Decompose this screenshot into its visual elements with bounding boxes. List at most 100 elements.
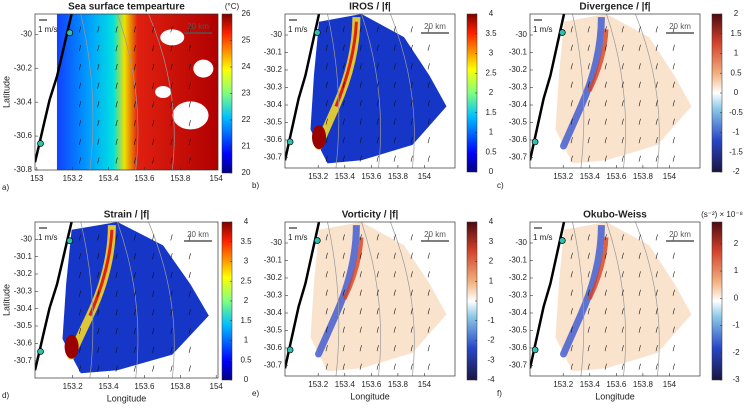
- velocity-arrow: [325, 26, 328, 33]
- y-tick-label: -30.4: [264, 308, 283, 317]
- velocity-arrow: [655, 252, 658, 259]
- velocity-arrow: [325, 234, 328, 241]
- y-tick-label: -30.1: [509, 256, 528, 265]
- velocity-arrow: [78, 253, 82, 260]
- x-tick-label: 153.4: [580, 172, 601, 181]
- colorbar: [711, 221, 723, 381]
- x-tick-label: 153.2: [308, 380, 329, 389]
- velocity-arrow: [342, 44, 345, 51]
- velocity-arrow: [97, 328, 100, 335]
- x-tick-label: 153.6: [606, 380, 627, 389]
- x-axis-label: Longitude: [350, 391, 390, 401]
- y-tick-label: -30.2: [509, 65, 528, 74]
- velocity-arrow: [359, 63, 362, 70]
- y-axis-label: Latitude: [1, 284, 11, 316]
- velocity-arrow: [97, 45, 100, 52]
- velocity-arrow: [376, 81, 379, 88]
- velocity-arrow: [152, 157, 155, 164]
- velocity-arrow: [97, 101, 100, 108]
- velocity-arrow: [393, 363, 396, 370]
- velocity-arrow: [393, 289, 396, 296]
- y-tick-label: -30.5: [14, 321, 33, 330]
- velocity-arrow: [587, 326, 590, 333]
- velocity-arrow: [78, 63, 82, 70]
- velocity-arrow: [97, 309, 100, 316]
- colorbar-tick-label: 1: [734, 49, 739, 58]
- colorbar-tick-label: 0.5: [730, 68, 742, 77]
- velocity-arrow: [655, 81, 658, 88]
- velocity-arrow: [152, 26, 155, 33]
- velocity-arrow: [638, 44, 641, 51]
- velocity-arrow: [621, 345, 624, 352]
- colorbar-tick-label: -2: [487, 336, 495, 345]
- velocity-arrow: [604, 234, 607, 241]
- velocity-arrow: [152, 309, 155, 316]
- x-tick-label: 153.6: [361, 380, 382, 389]
- velocity-arrow: [188, 309, 191, 316]
- velocity-arrow: [342, 81, 345, 88]
- velocity-arrow: [342, 63, 345, 70]
- y-tick-label: -30.2: [509, 273, 528, 282]
- velocity-arrow: [604, 155, 607, 162]
- velocity-arrow: [133, 309, 136, 316]
- velocity-arrow: [393, 100, 396, 107]
- velocity-arrow: [410, 63, 413, 70]
- y-tick-label: -30.6: [264, 135, 283, 144]
- velocity-arrow: [78, 290, 82, 297]
- velocity-arrow: [621, 271, 624, 278]
- velocity-arrow: [133, 253, 136, 260]
- colorbar-tick-label: 1.5: [485, 108, 497, 117]
- velocity-arrow: [359, 100, 362, 107]
- velocity-arrow: [621, 363, 624, 370]
- velocity-arrow: [427, 308, 430, 315]
- colorbar-tick-label: 1.5: [240, 316, 252, 325]
- velocity-arrow: [376, 252, 379, 259]
- colorbar-tick-label: 20: [242, 168, 251, 177]
- velocity-arrow: [342, 326, 345, 333]
- velocity-arrow: [115, 271, 118, 278]
- x-tick-label: 153.6: [361, 172, 382, 181]
- velocity-arrow: [325, 63, 328, 70]
- y-tick-label: -30.1: [14, 252, 33, 261]
- velocity-arrow: [570, 155, 573, 162]
- velocity-arrow: [359, 26, 362, 33]
- velocity-arrow: [170, 82, 173, 89]
- station: [531, 346, 539, 354]
- velocity-arrow: [133, 82, 136, 89]
- velocity-arrow: [587, 118, 590, 125]
- x-tick-label: 153.6: [134, 382, 155, 391]
- velocity-arrow: [152, 290, 155, 297]
- y-tick-label: -30: [270, 238, 282, 247]
- y-tick-label: -30.3: [264, 83, 283, 92]
- y-tick-label: -30.2: [14, 269, 33, 278]
- velocity-arrow: [152, 45, 155, 52]
- velocity-arrow: [188, 120, 191, 127]
- velocity-arrow: [604, 100, 607, 107]
- filament-red: [342, 237, 364, 300]
- velocity-arrow: [133, 120, 136, 127]
- velocity-arrow: [427, 234, 430, 241]
- filament: [560, 17, 605, 150]
- velocity-arrow: [188, 138, 191, 145]
- colorbar-tick-label: 26: [242, 9, 251, 18]
- velocity-arrow: [170, 328, 173, 335]
- velocity-arrow: [672, 155, 675, 162]
- velocity-arrow: [410, 345, 413, 352]
- station: [313, 29, 321, 36]
- velocity-arrow: [393, 137, 396, 144]
- colorbar-tick-label: 2: [489, 88, 494, 97]
- velocity-arrow: [188, 365, 191, 372]
- velocity-arrow: [359, 44, 362, 51]
- colorbar-tick-label: 21: [242, 142, 251, 151]
- scale-label: 20 km: [424, 230, 446, 239]
- x-tick-label: 153.8: [388, 380, 409, 389]
- velocity-arrow: [655, 289, 658, 296]
- y-tick-label: -30.6: [509, 135, 528, 144]
- velocity-arrow: [78, 45, 82, 52]
- map-field: [285, 222, 447, 376]
- velocity-arrow: [359, 289, 362, 296]
- velocity-arrow: [638, 63, 641, 70]
- velocity-arrow: [621, 155, 624, 162]
- velocity-arrow: [427, 363, 430, 370]
- velocity-arrow: [393, 118, 396, 125]
